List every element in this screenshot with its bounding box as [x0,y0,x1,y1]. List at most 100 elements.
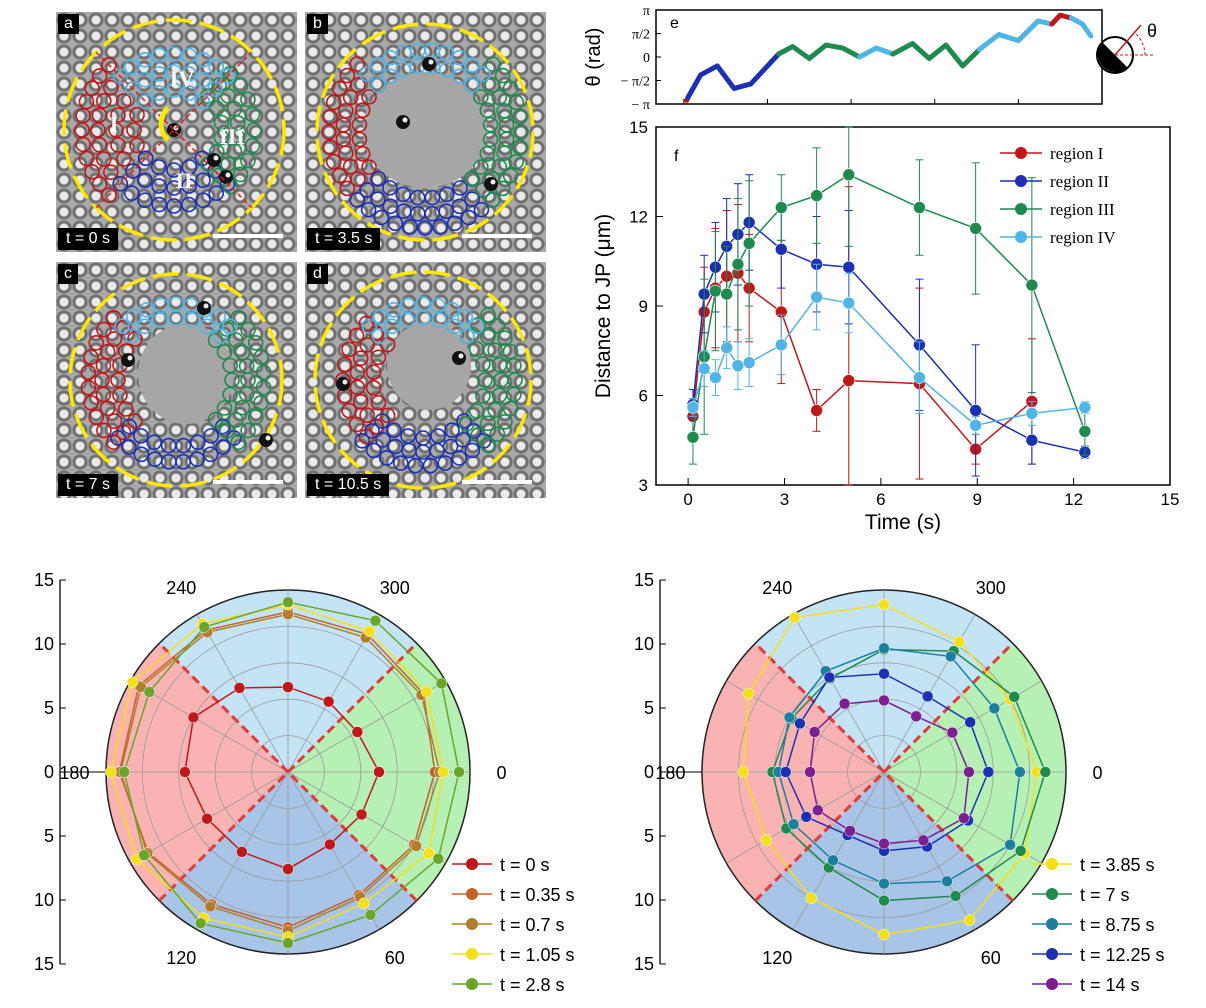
y-tick-label: − π [632,98,650,113]
particle-marker [348,416,365,433]
particle-marker [181,47,197,64]
particle-marker [106,331,123,347]
particle-marker [127,413,143,429]
particle-marker [479,102,496,119]
y-tick-label: − π/2 [621,74,650,89]
particle-marker [475,66,491,82]
inset-angle-symbol: θ [1147,21,1157,41]
janus-particle-highlight [203,303,209,309]
radial-tick-label: 5 [644,698,654,718]
data-point [774,243,788,256]
particle-marker [354,145,371,162]
particle-marker [151,66,167,82]
data-point [420,686,433,698]
time-label: t = 0 s [58,228,119,250]
particle-marker [219,423,235,439]
particle-marker [216,344,233,360]
particle-marker [207,81,223,97]
particle-marker [110,372,126,388]
data-point [179,766,191,778]
particle-marker [117,401,134,417]
particle-marker [99,400,116,417]
sector-divider [754,642,1014,902]
particle-marker [246,122,262,138]
data-point [282,937,294,949]
data-point [194,917,207,930]
data-point [437,766,450,778]
data-point [742,356,756,369]
data-point [697,362,711,375]
janus-particle [422,57,436,71]
data-point [105,766,117,778]
particle-marker [512,109,528,125]
particle-marker [146,451,163,468]
radial-tick-label: 0 [44,762,54,782]
y-tick-label: 3 [639,476,648,495]
particle-marker [199,318,215,335]
legend-swatch-marker [1046,858,1058,870]
janus-particle-highlight [458,353,464,359]
janus-particle [197,301,211,315]
data-point [143,686,156,698]
scale-bar [462,480,532,484]
particle-marker [508,94,525,111]
data-point [842,260,856,274]
depletion-zone [363,72,487,188]
particle-marker [90,122,106,138]
particle-marker [349,379,366,396]
particle-marker [240,372,256,388]
x-tick-label: 6 [876,490,885,509]
legend-label: t = 12.25 s [1080,945,1165,965]
particle-marker [232,77,249,94]
legend-label: region I [1050,144,1104,163]
data-point [878,598,890,611]
particle-marker [129,137,145,154]
sector-divider [95,51,253,209]
particle-marker [359,182,375,198]
data-point [760,834,773,846]
particle-marker [502,343,519,360]
data-point [322,695,335,708]
particle-marker [382,68,398,84]
particle-marker [331,80,348,97]
particle-marker [386,301,402,318]
polar-spoke [130,680,289,773]
particle-marker [146,434,163,451]
particle-marker [496,102,513,119]
dashed-boundary-circle [68,272,284,488]
particle-marker [232,166,249,183]
radial-tick-label: 10 [634,890,654,910]
particle-marker [352,393,369,410]
data-point [804,766,816,778]
orientation-trace [976,18,1055,53]
particle-marker [432,219,448,235]
janus-particle-highlight [127,355,133,361]
particle-marker [161,453,177,470]
data-point [709,284,722,298]
particle-marker [372,309,389,325]
particle-marker [438,203,455,220]
particle-marker [470,427,486,443]
particle-marker [213,129,230,146]
particle-marker [506,386,522,403]
particle-marker [234,399,251,416]
particle-marker [181,178,197,194]
particle-marker [365,442,382,459]
particle-marker [202,446,219,463]
particle-marker [382,49,399,66]
polar-spoke [196,614,289,773]
janus-particle [121,353,135,367]
particle-marker [395,44,412,61]
particle-marker [368,418,385,435]
panel-letter: e [670,15,679,32]
particle-marker [91,137,108,153]
legend-label: t = 14 s [1080,975,1140,995]
particle-marker [480,328,496,345]
legend-swatch-marker [1015,175,1027,187]
particle-marker [498,117,515,133]
particle-marker [195,71,211,88]
particle-marker [244,137,261,154]
particle-marker [351,116,368,133]
particle-marker [349,364,366,381]
